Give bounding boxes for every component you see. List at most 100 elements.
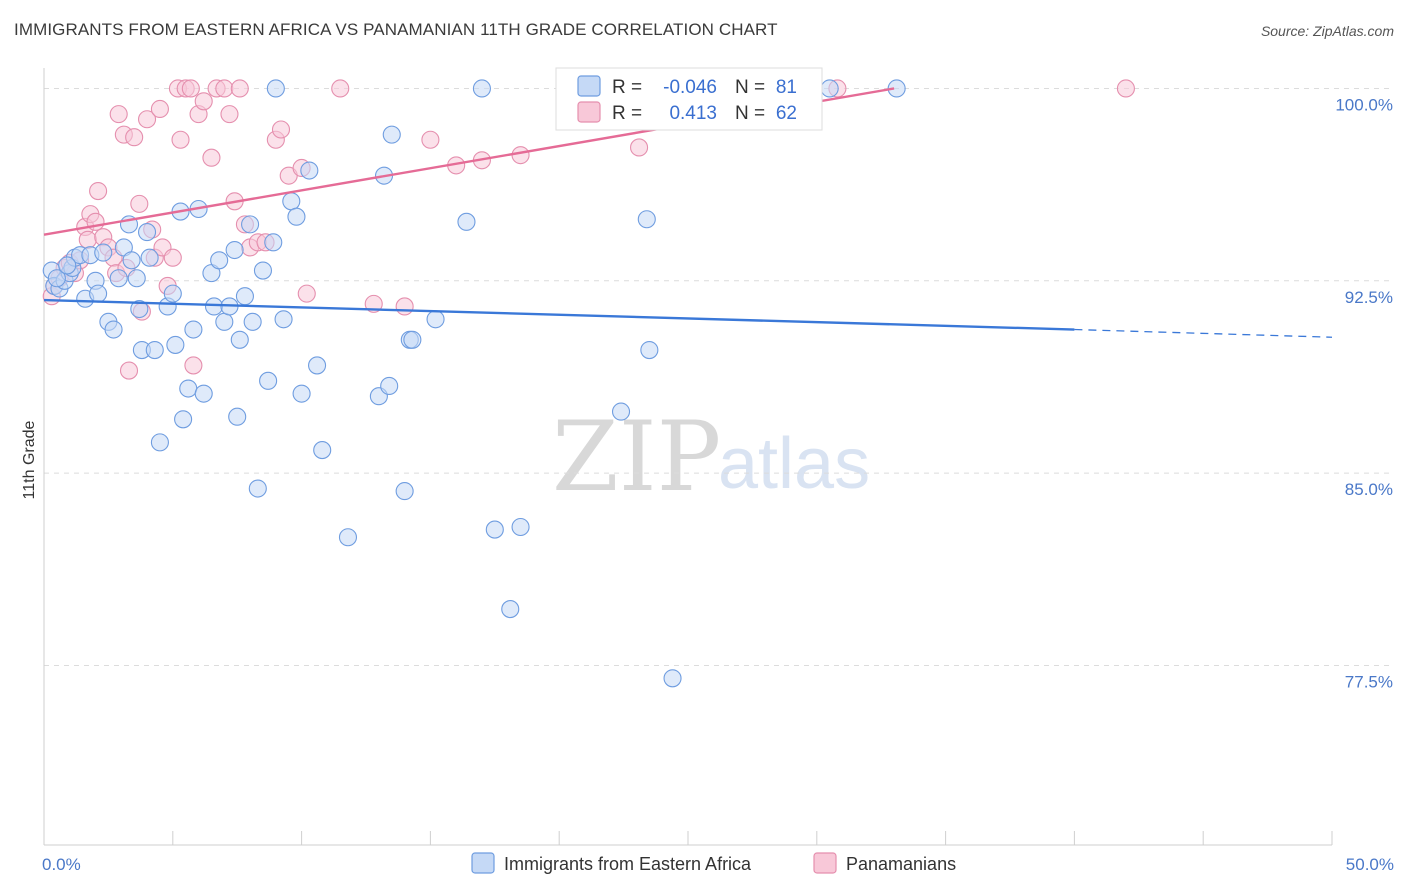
point-eastern-africa-20 xyxy=(130,299,149,319)
point-panamanian-31 xyxy=(171,130,190,149)
point-eastern-africa-68 xyxy=(472,79,491,98)
legend-r-value-2: 0.413 xyxy=(669,103,717,124)
watermark-atlas: atlas xyxy=(718,424,870,504)
point-panamanian-16 xyxy=(109,105,128,124)
point-eastern-africa-49 xyxy=(264,233,283,252)
point-panamanian-61 xyxy=(1116,79,1135,98)
point-eastern-africa-27 xyxy=(163,284,182,303)
point-panamanian-53 xyxy=(364,294,383,313)
point-eastern-africa-55 xyxy=(300,161,319,180)
point-eastern-africa-54 xyxy=(292,384,311,403)
legend-swatch-pink xyxy=(577,101,601,123)
point-panamanian-29 xyxy=(163,248,182,267)
bottom-legend-label-pink: Panamanians xyxy=(846,854,956,874)
bottom-legend-swatch-pink xyxy=(813,852,837,874)
series-eastern-africa xyxy=(42,79,906,688)
point-eastern-africa-45 xyxy=(243,312,262,331)
point-eastern-africa-73 xyxy=(637,210,656,229)
point-panamanian-21 xyxy=(130,194,149,213)
point-eastern-africa-34 xyxy=(194,384,213,403)
point-eastern-africa-66 xyxy=(426,310,445,329)
point-panamanian-36 xyxy=(194,92,213,111)
legend-n-value-2: 62 xyxy=(776,103,797,124)
point-eastern-africa-43 xyxy=(235,287,254,306)
point-panamanian-34 xyxy=(184,356,203,375)
x-tick-label-min: 0.0% xyxy=(42,855,81,874)
point-panamanian-33 xyxy=(181,79,200,98)
legend-box: R = -0.046 N = 81 R = 0.413 N = 62 xyxy=(555,67,823,131)
legend-n-label-1: N = xyxy=(735,77,765,98)
point-eastern-africa-44 xyxy=(241,215,260,234)
point-eastern-africa-70 xyxy=(501,600,520,619)
point-eastern-africa-12 xyxy=(94,243,113,262)
point-eastern-africa-38 xyxy=(215,312,234,331)
legend-r-label-2: R = xyxy=(612,103,642,124)
y-tick-label-3: 100.0% xyxy=(1335,95,1393,114)
trend-line-eastern-africa xyxy=(43,298,1075,331)
point-eastern-africa-15 xyxy=(109,269,128,288)
point-panamanian-58 xyxy=(511,146,530,165)
y-tick-labels: 77.5% 85.0% 92.5% 100.0% xyxy=(1335,95,1393,691)
point-eastern-africa-25 xyxy=(150,433,169,452)
y-axis-label: 11th Grade xyxy=(21,420,38,499)
point-panamanian-37 xyxy=(202,148,221,167)
point-eastern-africa-47 xyxy=(253,261,273,280)
point-eastern-africa-69 xyxy=(485,520,504,539)
point-eastern-africa-79 xyxy=(47,269,66,288)
point-eastern-africa-22 xyxy=(137,223,157,242)
point-eastern-africa-65 xyxy=(403,330,422,349)
legend-r-value-1: -0.046 xyxy=(663,77,717,98)
point-eastern-africa-71 xyxy=(511,517,530,537)
point-eastern-africa-75 xyxy=(663,669,682,688)
point-eastern-africa-11 xyxy=(89,284,108,303)
point-eastern-africa-53 xyxy=(287,207,306,226)
point-eastern-africa-67 xyxy=(457,212,476,231)
point-panamanian-11 xyxy=(89,181,108,201)
point-eastern-africa-50 xyxy=(266,79,285,98)
point-eastern-africa-31 xyxy=(179,379,198,398)
point-eastern-africa-51 xyxy=(274,310,293,329)
bottom-legend-swatch-blue xyxy=(471,852,495,874)
chart-title: IMMIGRANTS FROM EASTERN AFRICA VS PANAMA… xyxy=(14,20,778,39)
point-eastern-africa-19 xyxy=(127,269,146,288)
bottom-legend-label-blue: Immigrants from Eastern Africa xyxy=(504,854,752,874)
point-eastern-africa-46 xyxy=(248,479,267,498)
point-eastern-africa-18 xyxy=(122,251,141,270)
point-panamanian-51 xyxy=(297,284,316,303)
chart-source: Source: ZipAtlas.com xyxy=(1260,23,1394,39)
point-eastern-africa-32 xyxy=(184,320,203,339)
legend-n-label-2: N = xyxy=(735,103,765,124)
point-panamanian-54 xyxy=(395,297,414,316)
point-eastern-africa-30 xyxy=(174,410,193,429)
point-panamanian-39 xyxy=(215,79,234,98)
point-eastern-africa-74 xyxy=(640,340,659,360)
point-panamanian-59 xyxy=(630,138,649,157)
point-eastern-africa-63 xyxy=(395,482,414,501)
point-eastern-africa-36 xyxy=(204,297,224,316)
bottom-legend: Immigrants from Eastern Africa Panamania… xyxy=(471,852,956,874)
point-eastern-africa-37 xyxy=(210,251,229,270)
point-eastern-africa-58 xyxy=(338,528,358,547)
point-panamanian-19 xyxy=(119,361,139,380)
point-eastern-africa-61 xyxy=(380,376,399,396)
point-eastern-africa-72 xyxy=(611,402,631,421)
x-tick-label-max: 50.0% xyxy=(1346,855,1394,874)
point-eastern-africa-40 xyxy=(225,240,244,260)
point-eastern-africa-48 xyxy=(259,371,278,390)
point-panamanian-48 xyxy=(271,120,291,139)
trend-line-eastern-africa-extension xyxy=(1074,328,1333,338)
point-eastern-africa-57 xyxy=(313,441,332,460)
point-eastern-africa-14 xyxy=(104,320,123,339)
x-tick-marks xyxy=(43,831,1333,845)
point-panamanian-42 xyxy=(230,79,249,98)
point-eastern-africa-28 xyxy=(166,335,185,354)
point-eastern-africa-77 xyxy=(820,79,839,98)
legend-swatch-blue xyxy=(577,75,601,97)
gridlines xyxy=(44,87,1392,666)
point-eastern-africa-24 xyxy=(145,340,164,360)
point-eastern-africa-52 xyxy=(282,192,301,211)
point-eastern-africa-56 xyxy=(308,356,327,375)
y-tick-label-0: 77.5% xyxy=(1345,672,1393,691)
point-eastern-africa-41 xyxy=(228,407,247,426)
